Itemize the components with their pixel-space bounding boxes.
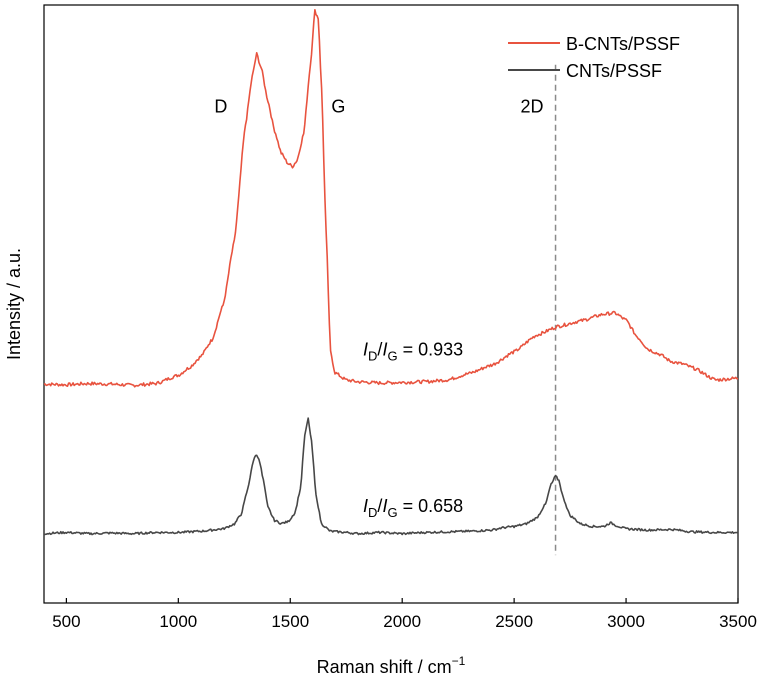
x-ticks: 500 1000 1500 2000 2500 3000 3500: [52, 598, 757, 631]
ratio-top-i1: I: [363, 339, 368, 359]
x-tick-label: 2000: [383, 612, 421, 631]
ratio-top-value: = 0.933: [398, 339, 464, 359]
y-axis-title: Intensity / a.u.: [4, 248, 24, 360]
plot-frame: [43, 4, 739, 604]
legend: B-CNTs/PSSF CNTs/PSSF: [508, 34, 680, 81]
peak-label-g: G: [331, 97, 345, 117]
x-tick-label: 1500: [271, 612, 309, 631]
x-axis-title-text: Raman shift / cm: [317, 657, 452, 677]
series-line-b-cnts-pssf: [43, 9, 739, 388]
ratio-bottom-value: = 0.658: [398, 496, 464, 516]
ratio-bottom-i2: I: [382, 496, 387, 516]
peak-label-2d: 2D: [521, 97, 544, 117]
ratio-bottom-slash: /: [377, 496, 382, 516]
ratio-top-slash: /: [377, 339, 382, 359]
ratio-bottom-i1: I: [363, 496, 368, 516]
x-axis-title-sup: −1: [452, 654, 466, 668]
legend-label-cnts: CNTs/PSSF: [566, 61, 662, 81]
x-tick-label: 3500: [719, 612, 757, 631]
x-tick-label: 2500: [495, 612, 533, 631]
series-line-cnts-pssf: [44, 417, 739, 536]
x-tick-label: 1000: [159, 612, 197, 631]
ratio-bottom-sub-g: G: [387, 505, 397, 520]
ratio-annotation-top: ID/IG = 0.933: [363, 339, 463, 363]
ratio-top-sub-d: D: [368, 348, 377, 363]
x-tick-label: 3000: [607, 612, 645, 631]
x-tick-label: 500: [52, 612, 80, 631]
peak-label-d: D: [214, 97, 227, 117]
ratio-annotation-bottom: ID/IG = 0.658: [363, 496, 463, 520]
x-axis-title: Raman shift / cm−1: [317, 654, 466, 677]
ratio-top-sub-g: G: [387, 348, 397, 363]
ratio-bottom-sub-d: D: [368, 505, 377, 520]
ratio-top-i2: I: [382, 339, 387, 359]
series-group: [43, 9, 739, 536]
legend-label-b-cnts: B-CNTs/PSSF: [566, 34, 680, 54]
